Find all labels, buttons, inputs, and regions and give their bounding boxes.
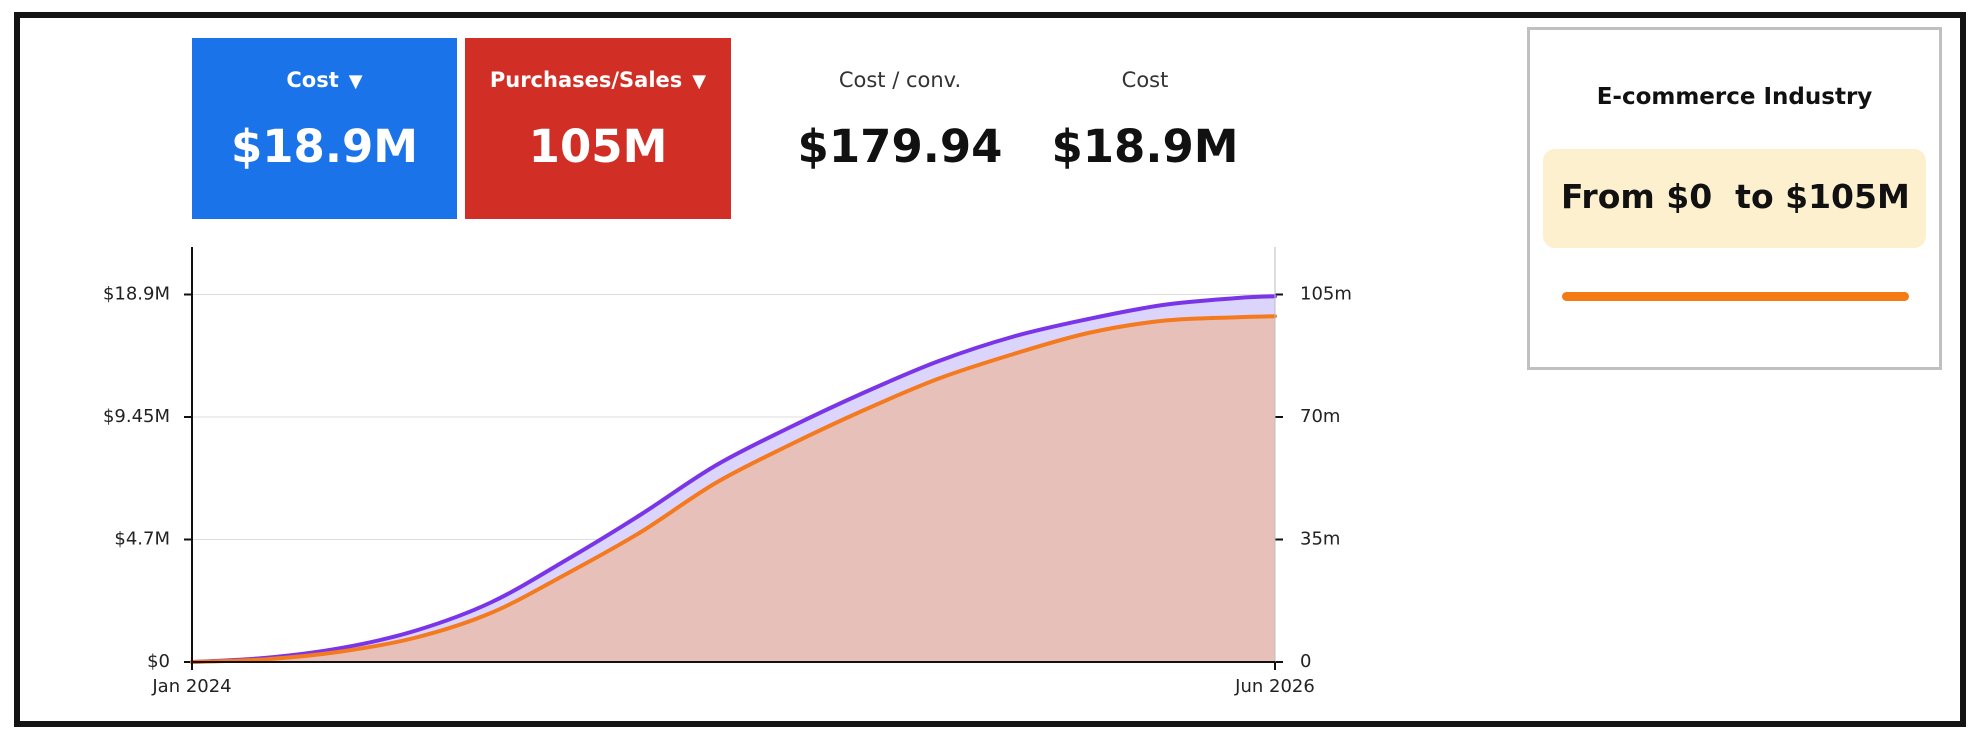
right-axis-tick-label: 70m xyxy=(1300,406,1340,427)
kpi-cost-per-conv-value: $179.94 xyxy=(797,120,1003,173)
kpi-cost-plain-label: Cost xyxy=(1121,68,1169,92)
triangle-down-icon[interactable]: ▼ xyxy=(348,71,363,92)
right-axis-tick-label: 35m xyxy=(1300,529,1340,550)
kpi-cost-per-conv-label: Cost / conv. xyxy=(838,68,962,92)
series-1-line xyxy=(190,294,1277,664)
kpi-cost-label: Cost xyxy=(286,68,339,92)
range-from-text: From $0 xyxy=(1561,177,1713,216)
kpi-cost-plain-value: $18.9M xyxy=(1051,120,1239,173)
kpi-cost-card[interactable]: Cost ▼ $18.9M xyxy=(192,38,457,219)
kpi-purchases-label: Purchases/Sales xyxy=(489,68,683,92)
kpi-cost-per-conv-card: Cost / conv. $179.94 xyxy=(775,38,1025,219)
series-2-area xyxy=(192,316,1275,662)
left-axis-tick-label: $0 xyxy=(147,651,170,672)
industry-range-bar xyxy=(1562,292,1909,301)
kpi-purchases-card[interactable]: Purchases/Sales ▼ 105M xyxy=(465,38,731,219)
series-2-line xyxy=(190,314,1277,664)
left-axis-tick-label: $18.9M xyxy=(103,284,170,305)
range-to-text: to $105M xyxy=(1735,177,1910,216)
right-axis-tick-label: 105m xyxy=(1300,284,1352,305)
industry-panel-title: E-commerce Industry xyxy=(1596,84,1873,110)
industry-benchmark-panel: E-commerce Industry From $0 to $105M xyxy=(1527,27,1942,370)
kpi-purchases-value: 105M xyxy=(528,120,668,173)
triangle-down-icon[interactable]: ▼ xyxy=(692,71,707,92)
left-axis-tick-label: $4.7M xyxy=(114,529,170,550)
right-axis-tick-label: 0 xyxy=(1300,651,1311,672)
x-axis-end-label: Jun 2026 xyxy=(1234,676,1315,697)
kpi-cost-plain-card: Cost $18.9M xyxy=(1020,38,1270,219)
kpi-cost-value: $18.9M xyxy=(230,120,419,173)
left-axis-tick-label: $9.45M xyxy=(103,406,170,427)
industry-range-box: From $0 to $105M xyxy=(1543,149,1926,248)
kpi-purchases-header[interactable]: Purchases/Sales ▼ xyxy=(465,68,731,112)
x-axis-start-label: Jan 2024 xyxy=(151,676,231,697)
kpi-cost-header[interactable]: Cost ▼ xyxy=(192,68,457,112)
